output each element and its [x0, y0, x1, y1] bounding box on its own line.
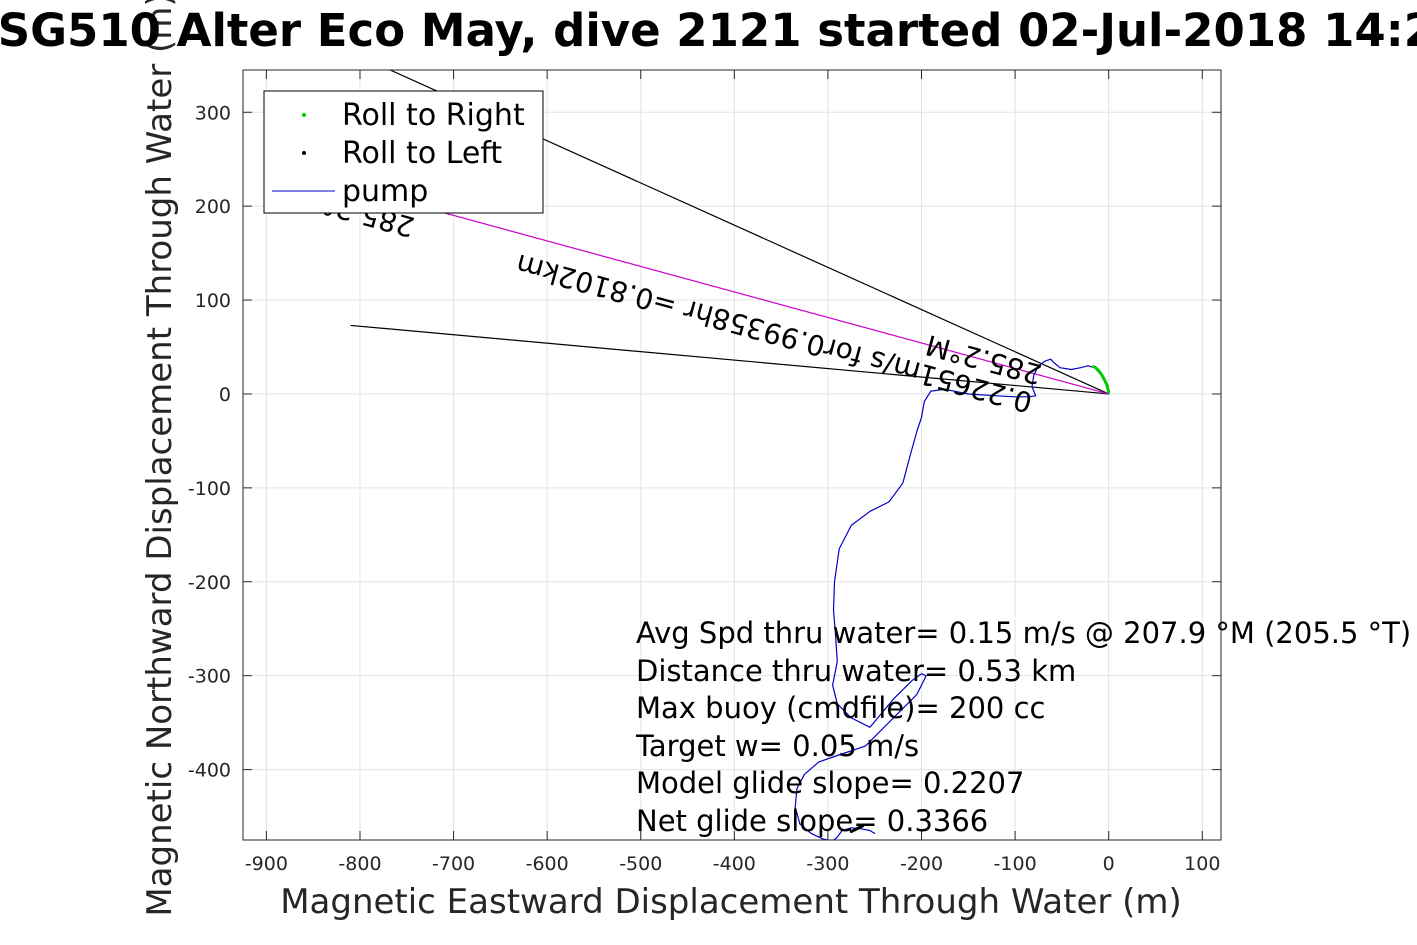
legend-marker-roll-right: [302, 113, 306, 117]
stat-line: Target w= 0.05 m/s: [635, 729, 919, 763]
legend-label-roll-right: Roll to Right: [342, 98, 525, 133]
stat-line: Distance thru water= 0.53 km: [636, 654, 1076, 688]
y-tick-label: -200: [188, 572, 231, 594]
x-tick-label: -800: [338, 853, 381, 875]
x-tick-label: -600: [526, 853, 569, 875]
y-tick-label: 0: [219, 384, 231, 406]
x-tick-label: -500: [619, 853, 662, 875]
y-tick-label: 300: [195, 102, 231, 124]
legend-marker-roll-left: [302, 151, 306, 155]
stat-line: Model glide slope= 0.2207: [636, 766, 1024, 800]
x-tick-label: 100: [1184, 853, 1220, 875]
axes-box: [242, 69, 1222, 841]
y-axis-label: Magnetic Northward Displacement Through …: [140, 0, 180, 917]
y-tick-label: -100: [188, 478, 231, 500]
reference-line: [350, 324, 1109, 395]
x-tick-label: -700: [432, 853, 475, 875]
y-tick-label: 100: [195, 290, 231, 312]
stats-block: Avg Spd thru water= 0.15 m/s @ 207.9 °M …: [635, 616, 1411, 838]
x-tick-label: -900: [245, 853, 288, 875]
legend-label-pump: pump: [342, 174, 428, 209]
legend: Roll to Right Roll to Left pump: [263, 90, 544, 214]
stat-line: Net glide slope= 0.3366: [636, 804, 988, 838]
stat-line: Max buoy (cmdfile)= 200 cc: [636, 691, 1045, 725]
x-tick-label: 0: [1103, 853, 1115, 875]
x-tick-label: -200: [900, 853, 943, 875]
legend-label-roll-left: Roll to Left: [342, 136, 502, 171]
legend-box: [263, 90, 544, 214]
y-tick-label: -300: [188, 666, 231, 688]
stat-line: Avg Spd thru water= 0.15 m/s @ 207.9 °M …: [636, 616, 1411, 650]
x-tick-label: -100: [994, 853, 1037, 875]
tick-labels: -900 -800 -700 -600 -500 -400 -300 -200 -100 0 100…: [188, 102, 1221, 875]
x-tick-label: -400: [713, 853, 756, 875]
ticks: [243, 70, 1221, 840]
y-tick-label: 200: [195, 196, 231, 218]
x-tick-label: -300: [806, 853, 849, 875]
pump-track-line: [794, 358, 1110, 840]
reference-line: [350, 186, 1109, 395]
x-axis-label: Magnetic Eastward Displacement Through W…: [280, 882, 1182, 922]
chart-title: SG510 Alter Eco May, dive 2121 started 0…: [0, 4, 1417, 57]
roll-right-track: [1092, 365, 1111, 394]
y-tick-label: -400: [188, 760, 231, 782]
roll-left-track: [849, 824, 865, 833]
